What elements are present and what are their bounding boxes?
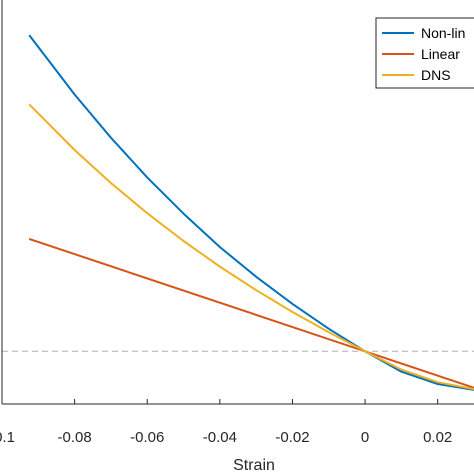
x-axis-label: Strain	[233, 457, 275, 474]
legend-label: DNS	[421, 67, 451, 83]
x-tick-label: -0.06	[130, 429, 164, 446]
x-tick-label: 0	[361, 429, 369, 446]
legend-label: Non-lin	[421, 25, 465, 41]
series-line-linear	[28, 237, 474, 389]
legend-label: Linear	[421, 46, 460, 62]
x-tick-label: -0.02	[275, 429, 309, 446]
x-tick-label: -0.1	[0, 429, 15, 446]
x-tick-label: -0.04	[203, 429, 237, 446]
x-tick-label: -0.08	[58, 429, 92, 446]
plot-area	[2, 34, 474, 391]
x-tick-label: 0.02	[423, 429, 452, 446]
x-axis: -0.1 -0.08 -0.06 -0.04 -0.02 0 0.02	[0, 0, 474, 446]
series-line-non-linear	[28, 34, 474, 391]
series-line-dns	[28, 103, 474, 391]
legend: Non-lin Linear DNS	[375, 17, 474, 89]
